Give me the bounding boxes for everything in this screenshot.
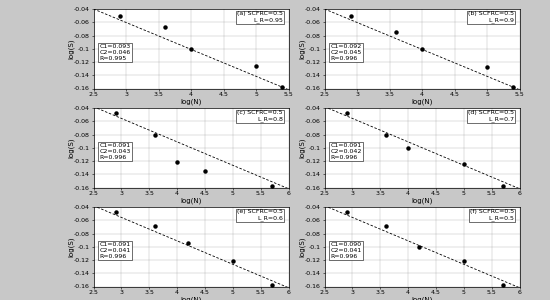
Text: C1=0.091
C2=0.042
R=0.996: C1=0.091 C2=0.042 R=0.996 (331, 143, 362, 160)
Text: (e) SCFRC=0.5
L_R=0.6: (e) SCFRC=0.5 L_R=0.6 (237, 209, 283, 221)
Y-axis label: log(S): log(S) (68, 38, 74, 59)
X-axis label: log(N): log(N) (180, 98, 202, 105)
X-axis label: log(N): log(N) (411, 98, 433, 105)
Y-axis label: log(S): log(S) (299, 137, 305, 158)
Text: C1=0.092
C2=0.045
R=0.996: C1=0.092 C2=0.045 R=0.996 (331, 44, 361, 61)
Text: (f) SCFRC=0.5
L_R=0.5: (f) SCFRC=0.5 L_R=0.5 (470, 209, 514, 221)
Y-axis label: log(S): log(S) (299, 236, 305, 257)
Text: C1=0.091
C2=0.041
R=0.996: C1=0.091 C2=0.041 R=0.996 (100, 242, 130, 259)
Y-axis label: log(S): log(S) (68, 236, 74, 257)
X-axis label: log(N): log(N) (180, 296, 202, 300)
X-axis label: log(N): log(N) (411, 296, 433, 300)
Y-axis label: log(S): log(S) (299, 38, 305, 59)
Text: (d) SCFRC=0.5
L_R=0.7: (d) SCFRC=0.5 L_R=0.7 (468, 110, 514, 122)
X-axis label: log(N): log(N) (180, 197, 202, 204)
X-axis label: log(N): log(N) (411, 197, 433, 204)
Text: (b) SCFRC=0.5
L_R=0.9: (b) SCFRC=0.5 L_R=0.9 (468, 11, 514, 23)
Text: C1=0.091
C2=0.043
R=0.996: C1=0.091 C2=0.043 R=0.996 (100, 143, 131, 160)
Text: (c) SCFRC=0.5
L_R=0.8: (c) SCFRC=0.5 L_R=0.8 (238, 110, 283, 122)
Y-axis label: log(S): log(S) (68, 137, 74, 158)
Text: C1=0.093
C2=0.046
R=0.995: C1=0.093 C2=0.046 R=0.995 (100, 44, 130, 61)
Text: C1=0.090
C2=0.041
R=0.996: C1=0.090 C2=0.041 R=0.996 (331, 242, 361, 259)
Text: (a) SCFRC=0.5
L_R=0.95: (a) SCFRC=0.5 L_R=0.95 (237, 11, 283, 23)
